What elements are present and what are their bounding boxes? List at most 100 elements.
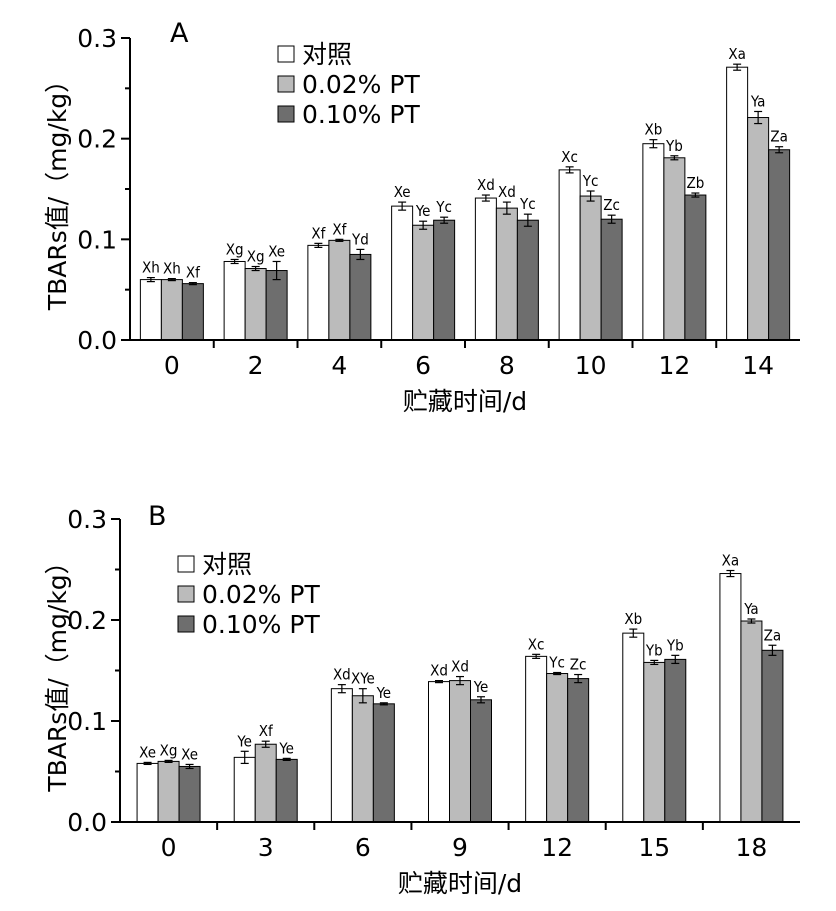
y-tick-label: 0.1	[67, 707, 107, 736]
x-tick-label: 14	[742, 351, 774, 380]
legend-label: 对照	[302, 40, 352, 69]
bar	[747, 117, 770, 341]
x-axis-title: 贮藏时间/d	[403, 387, 527, 416]
panel-label: B	[148, 501, 167, 532]
significance-label: Ye	[415, 202, 431, 220]
significance-label: Yb	[645, 641, 663, 659]
significance-label: Xe	[181, 745, 198, 763]
significance-label: Xg	[247, 248, 265, 266]
significance-label: Zc	[603, 196, 620, 214]
legend-label: 对照	[202, 550, 252, 579]
y-tick-label: 0.0	[77, 326, 117, 355]
significance-label: Xd	[477, 176, 495, 194]
bar	[372, 703, 395, 823]
y-tick-label: 0.1	[77, 225, 117, 254]
significance-label: Yc	[548, 654, 565, 672]
significance-label: Ya	[743, 600, 758, 618]
x-tick-label: 2	[248, 351, 264, 380]
bar	[516, 219, 539, 341]
significance-label: Xa	[722, 552, 740, 570]
legend-label: 0.10% PT	[202, 610, 320, 639]
bar	[726, 66, 749, 341]
bar	[600, 218, 623, 341]
bar	[391, 205, 414, 341]
y-tick-label: 0.3	[77, 24, 117, 53]
x-tick-label: 0	[164, 351, 180, 380]
significance-label: Ye	[473, 678, 489, 696]
x-tick-label: 6	[355, 833, 371, 862]
significance-label: Xf	[259, 722, 274, 740]
x-tick-label: 0	[161, 833, 177, 862]
significance-label: Za	[764, 626, 782, 644]
significance-label: Xf	[332, 220, 347, 238]
significance-label: Xd	[498, 183, 516, 201]
significance-label: Xd	[430, 662, 448, 680]
bar	[328, 239, 351, 341]
legend-label: 0.02% PT	[202, 580, 320, 609]
significance-label: Ye	[278, 739, 294, 757]
bar	[664, 658, 687, 823]
bar	[470, 699, 492, 823]
significance-label: Ye	[376, 684, 392, 702]
y-axis-title: TBARs值/（mg/kg）	[43, 68, 72, 311]
bar	[740, 620, 763, 823]
significance-label: Xd	[333, 666, 351, 684]
bar	[178, 765, 201, 823]
x-tick-label: 12	[658, 351, 690, 380]
bar	[254, 743, 277, 823]
y-tick-label: 0.0	[67, 808, 107, 837]
significance-label: Xe	[268, 242, 285, 260]
bar	[233, 756, 256, 823]
y-tick-label: 0.2	[67, 606, 107, 635]
significance-label: Ya	[750, 92, 765, 110]
significance-label: Zc	[570, 656, 587, 674]
significance-label: Xa	[728, 45, 746, 63]
significance-label: Xg	[160, 741, 178, 759]
legend-swatch	[277, 45, 295, 63]
significance-label: Xd	[451, 658, 469, 676]
bar	[181, 283, 204, 341]
bar	[579, 195, 602, 341]
y-tick-label: 0.3	[67, 505, 107, 534]
y-tick-label: 0.2	[77, 125, 117, 154]
legend-label: 0.02% PT	[302, 70, 420, 99]
bar	[136, 762, 159, 823]
x-tick-label: 10	[575, 351, 607, 380]
significance-label: Xf	[311, 224, 326, 242]
bar	[525, 655, 548, 823]
bar	[244, 268, 267, 341]
bar	[139, 279, 162, 341]
significance-label: XYe	[351, 670, 375, 688]
bar	[223, 260, 246, 341]
bar	[157, 760, 180, 823]
bar	[663, 157, 686, 341]
bar	[719, 573, 742, 823]
significance-label: Yc	[582, 172, 599, 190]
legend-swatch	[177, 555, 195, 573]
x-tick-label: 18	[736, 833, 768, 862]
significance-label: Xc	[528, 635, 545, 653]
y-axis-title: TBARs值/（mg/kg）	[43, 549, 72, 792]
x-tick-label: 15	[638, 833, 670, 862]
significance-label: Yc	[435, 198, 452, 216]
bar	[642, 143, 665, 341]
x-tick-label: 6	[415, 351, 431, 380]
bar	[412, 224, 435, 341]
bar	[275, 758, 298, 823]
significance-label: Za	[770, 128, 788, 146]
legend-swatch	[177, 615, 195, 633]
bar	[643, 661, 666, 823]
significance-label: Xb	[644, 121, 662, 139]
bar	[351, 695, 374, 823]
significance-label: Xg	[226, 240, 244, 258]
bar	[684, 194, 707, 341]
bar	[160, 279, 183, 341]
bar	[567, 678, 590, 823]
significance-label: Xc	[561, 148, 578, 166]
legend-swatch	[177, 585, 195, 603]
x-tick-label: 4	[331, 351, 347, 380]
significance-label: Ye	[236, 732, 252, 750]
legend-swatch	[277, 105, 295, 123]
